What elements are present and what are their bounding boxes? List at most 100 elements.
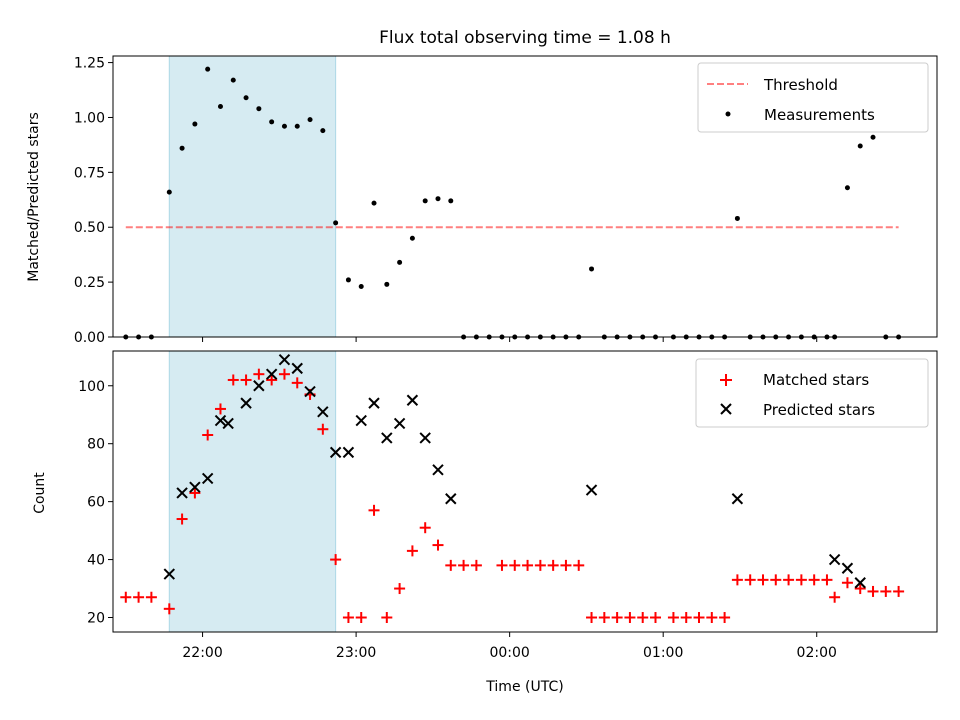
predicted-star-marker (176, 487, 188, 499)
x-axis-label: Time (UTC) (485, 679, 563, 695)
predicted-marker-b (854, 577, 866, 589)
legend-box (695, 358, 929, 428)
ratio-ytick-label: 0.25 (74, 275, 105, 291)
predicted-marker-b (304, 385, 316, 398)
matched-star-marker (266, 374, 278, 386)
matched-star-marker (394, 583, 406, 595)
ratio-panel-ylabel: Matched/Predicted stars (26, 112, 42, 282)
measurement-point (857, 143, 863, 149)
matched-star-marker (470, 559, 482, 571)
matched-star-marker (841, 577, 853, 589)
measurement-point (734, 215, 740, 221)
predicted-marker-b (731, 493, 744, 505)
predicted-marker-b (406, 394, 419, 406)
predicted-star-marker (317, 406, 329, 418)
legend-matched-swatch (720, 374, 732, 386)
predicted-marker-b (253, 380, 265, 392)
matched-star-marker (419, 522, 431, 534)
predicted-marker-b (189, 481, 201, 493)
matched-star-marker (719, 612, 731, 624)
count-panel-ylabel: Count (32, 472, 48, 514)
predicted-marker-b (355, 414, 367, 427)
predicted-marker-b (240, 397, 252, 409)
ratio-panel: 0.00 0.25 0.50 0.75 1.00 1.25 Matched/Predict… (26, 55, 938, 346)
measurement-point (192, 121, 198, 127)
matched-star-marker (163, 603, 175, 615)
ratio-ytick-label: 0.75 (74, 165, 105, 181)
matched-star-marker (821, 574, 833, 586)
measurement-point (281, 123, 287, 129)
matched-star-marker (278, 368, 290, 380)
measurement-point (256, 106, 262, 112)
predicted-star-marker (393, 417, 406, 430)
count-panel-frame (112, 350, 938, 633)
predicted-star-marker (731, 493, 744, 505)
x-tick-label: 23:00 (336, 645, 376, 661)
matched-star-marker (893, 585, 905, 597)
predicted-marker-b (265, 368, 278, 380)
measurement-point (589, 266, 595, 272)
legend-predicted-swatch (720, 403, 732, 415)
matched-star-marker (650, 612, 662, 624)
matched-star-marker (214, 403, 226, 415)
predicted-marker-b (841, 562, 854, 574)
predicted-star-marker (585, 484, 598, 496)
legend-measurements-label: Measurements (764, 106, 875, 124)
matched-star-marker (598, 612, 610, 624)
matched-star-marker (381, 612, 393, 624)
measurement-point (205, 66, 211, 72)
predicted-star-marker (368, 397, 380, 409)
matched-star-marker (145, 591, 157, 603)
predicted-star-marker (828, 553, 841, 566)
predicted-marker-b (585, 484, 598, 496)
predicted-marker-b (342, 446, 355, 459)
matched-star-marker (795, 574, 807, 586)
matched-star-marker (202, 429, 214, 441)
legend-matched-label: Matched stars (763, 371, 869, 389)
matched-star-marker (611, 612, 623, 624)
x-tick-label: 00:00 (489, 645, 529, 661)
predicted-star-marker (265, 368, 278, 380)
ratio-ytick-label: 0.50 (74, 220, 105, 236)
predicted-marker-b (419, 432, 431, 444)
x-tick-label: 22:00 (182, 645, 222, 661)
matched-star-marker (368, 504, 380, 516)
measurement-point (384, 281, 390, 287)
measurement-point (333, 220, 339, 226)
matched-star-marker (522, 559, 534, 571)
count-ytick-label: 40 (87, 553, 105, 569)
matched-star-marker (586, 612, 598, 624)
matched-star-marker (880, 585, 892, 597)
matched-star-marker (291, 377, 303, 389)
legend-predicted-label: Predicted stars (763, 401, 875, 419)
legend-threshold-label: Threshold (763, 76, 838, 94)
matched-star-marker (317, 423, 329, 435)
matched-star-marker (624, 612, 636, 624)
measurement-point (422, 198, 428, 204)
matched-star-marker (458, 559, 470, 571)
matched-star-marker (342, 612, 354, 624)
predicted-marker-b (317, 406, 329, 418)
count-ytick-label: 80 (87, 437, 105, 453)
matched-star-marker (680, 612, 692, 624)
ratio-ytick-label: 0.00 (74, 330, 105, 346)
count-ytick-label: 60 (87, 495, 105, 511)
predicted-star-marker (329, 446, 342, 459)
measurement-point (345, 277, 351, 283)
matched-star-marker (133, 591, 145, 603)
predicted-marker-b (329, 446, 342, 459)
measurement-point (870, 134, 876, 140)
measurement-point (269, 119, 275, 125)
legend-measurements-swatch (725, 111, 731, 117)
matched-star-marker (731, 574, 743, 586)
predicted-marker-b (222, 417, 234, 430)
predicted-star-marker (854, 577, 866, 589)
predicted-star-marker (278, 353, 291, 366)
ratio-ytick-label: 1.00 (74, 110, 105, 126)
matched-star-marker (496, 559, 508, 571)
predicted-marker-b (201, 472, 214, 485)
matched-star-marker (534, 559, 546, 571)
predicted-marker-b (163, 568, 176, 580)
matched-star-marker (783, 574, 795, 586)
